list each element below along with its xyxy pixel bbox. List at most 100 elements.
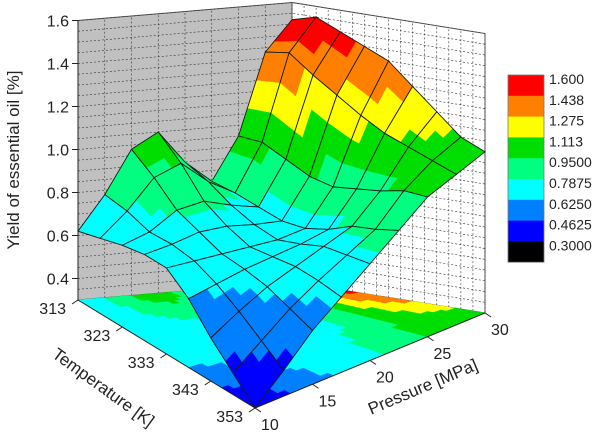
color-legend: 1.600 1.438 1.275 1.113 0.9500 0.7875 0.6250 0.… xyxy=(507,71,592,263)
legend-label: 1.113 xyxy=(549,133,583,149)
surface-cell xyxy=(403,160,458,198)
wall-gridline xyxy=(77,66,486,99)
pressure-tick-label: 30 xyxy=(491,322,509,339)
z-tick-label: 0.4 xyxy=(47,272,69,289)
surface-cell xyxy=(294,245,348,282)
wall-gridline xyxy=(77,195,486,228)
temperature-tick-label: 333 xyxy=(128,355,155,372)
wall-gridline xyxy=(77,227,486,260)
pressure-tick-label: 15 xyxy=(319,393,337,410)
surface-cell xyxy=(360,60,414,134)
legend-swatch xyxy=(508,241,544,263)
legend-label: 0.7875 xyxy=(549,175,592,191)
surface-mesh-line xyxy=(232,340,285,409)
legend-swatch xyxy=(508,95,544,117)
pressure-tick-label: 25 xyxy=(434,346,452,363)
temperature-tick-label: 313 xyxy=(39,301,66,318)
surface-cell xyxy=(237,51,290,143)
legend-label: 1.275 xyxy=(549,113,584,129)
surface-cell xyxy=(253,220,307,241)
legend-swatch xyxy=(508,75,544,97)
surface-cell xyxy=(215,268,269,312)
surface-cell xyxy=(374,190,429,231)
surface-cell xyxy=(210,310,262,374)
surface-cell xyxy=(317,254,371,298)
legend-label: 1.438 xyxy=(549,92,584,108)
legend-label: 0.6250 xyxy=(549,196,592,212)
surface-cell xyxy=(281,175,334,229)
surface-cell xyxy=(271,243,326,268)
legend-swatch xyxy=(508,220,544,242)
temperature-tick-label: 353 xyxy=(216,409,243,426)
temperature-tick xyxy=(115,326,123,332)
surface-cell xyxy=(257,158,311,222)
legend-swatch xyxy=(508,137,544,159)
z-tick-label: 1.6 xyxy=(47,14,69,31)
pressure-tick xyxy=(254,407,262,413)
legend-label: 0.4625 xyxy=(549,217,592,233)
pressure-tick xyxy=(484,312,492,318)
z-axis-title: Yield of essential oil [%] xyxy=(4,71,23,250)
z-tick-label: 0.6 xyxy=(47,229,69,246)
z-tick-label: 1.2 xyxy=(47,100,69,117)
surface-cell xyxy=(336,45,390,117)
surface-cell xyxy=(260,308,314,372)
surface-cell xyxy=(180,163,233,206)
temperature-tick-label: 343 xyxy=(172,382,199,399)
surface-cell xyxy=(104,148,155,212)
wall-gridline xyxy=(77,55,486,88)
wall-gridline xyxy=(77,45,486,77)
wall-gridline xyxy=(77,217,486,249)
surface-cell xyxy=(187,283,240,339)
pressure-tick xyxy=(427,336,434,342)
wall-gridline xyxy=(77,12,486,45)
pressure-tick-label: 20 xyxy=(376,370,394,387)
surface-cell xyxy=(285,74,338,178)
surface-cell xyxy=(243,256,297,288)
wall-gridline xyxy=(77,206,486,239)
z-tick-label: 1.0 xyxy=(47,143,69,160)
wall-gridline xyxy=(77,34,486,66)
surface-cell xyxy=(304,186,358,230)
legend-label: 0.3000 xyxy=(549,237,592,253)
legend-swatch xyxy=(508,116,544,138)
wall-gridline xyxy=(77,260,486,292)
surface-cell xyxy=(153,162,205,211)
surface-cell xyxy=(383,85,438,148)
wall-gridline xyxy=(77,270,486,303)
temperature-tick xyxy=(71,299,79,305)
axes: 0.4 0.6 0.8 1.0 1.2 1.4 1.6 313 323 333 343 353 10 15… xyxy=(39,14,509,435)
surface-cell xyxy=(308,94,362,188)
surface-cell xyxy=(77,193,128,239)
temperature-tick-label: 323 xyxy=(84,328,111,345)
z-tick-label: 0.8 xyxy=(47,186,69,203)
legend-frame xyxy=(507,74,545,263)
yield-surface xyxy=(77,16,486,409)
wall-gridline xyxy=(77,238,486,271)
z-tick-label: 1.4 xyxy=(47,57,69,74)
temperature-tick xyxy=(248,407,256,413)
surface-cell xyxy=(407,111,462,162)
wall-gridline xyxy=(77,2,486,34)
surface-cell xyxy=(351,190,405,230)
wall-gridline xyxy=(77,249,486,282)
pressure-tick xyxy=(312,383,319,389)
surface-cell xyxy=(99,210,151,246)
surface-cell xyxy=(332,114,386,190)
pressure-tick-label: 10 xyxy=(261,417,279,434)
pressure-tick xyxy=(369,360,377,365)
surface-cell xyxy=(431,136,486,175)
surface-cell xyxy=(121,231,173,255)
legend-swatch xyxy=(508,158,544,180)
wall-gridline xyxy=(77,23,486,56)
surface-cell xyxy=(232,340,285,409)
surface-cell xyxy=(220,246,274,270)
surface-cell xyxy=(288,16,341,76)
legend-label: 0.9500 xyxy=(549,154,592,170)
legend-swatch xyxy=(508,179,544,201)
x-axis-title: Pressure [MPa] xyxy=(365,355,480,418)
surface-cell xyxy=(198,225,251,255)
temperature-tick xyxy=(204,380,212,386)
temperature-tick xyxy=(160,353,167,359)
